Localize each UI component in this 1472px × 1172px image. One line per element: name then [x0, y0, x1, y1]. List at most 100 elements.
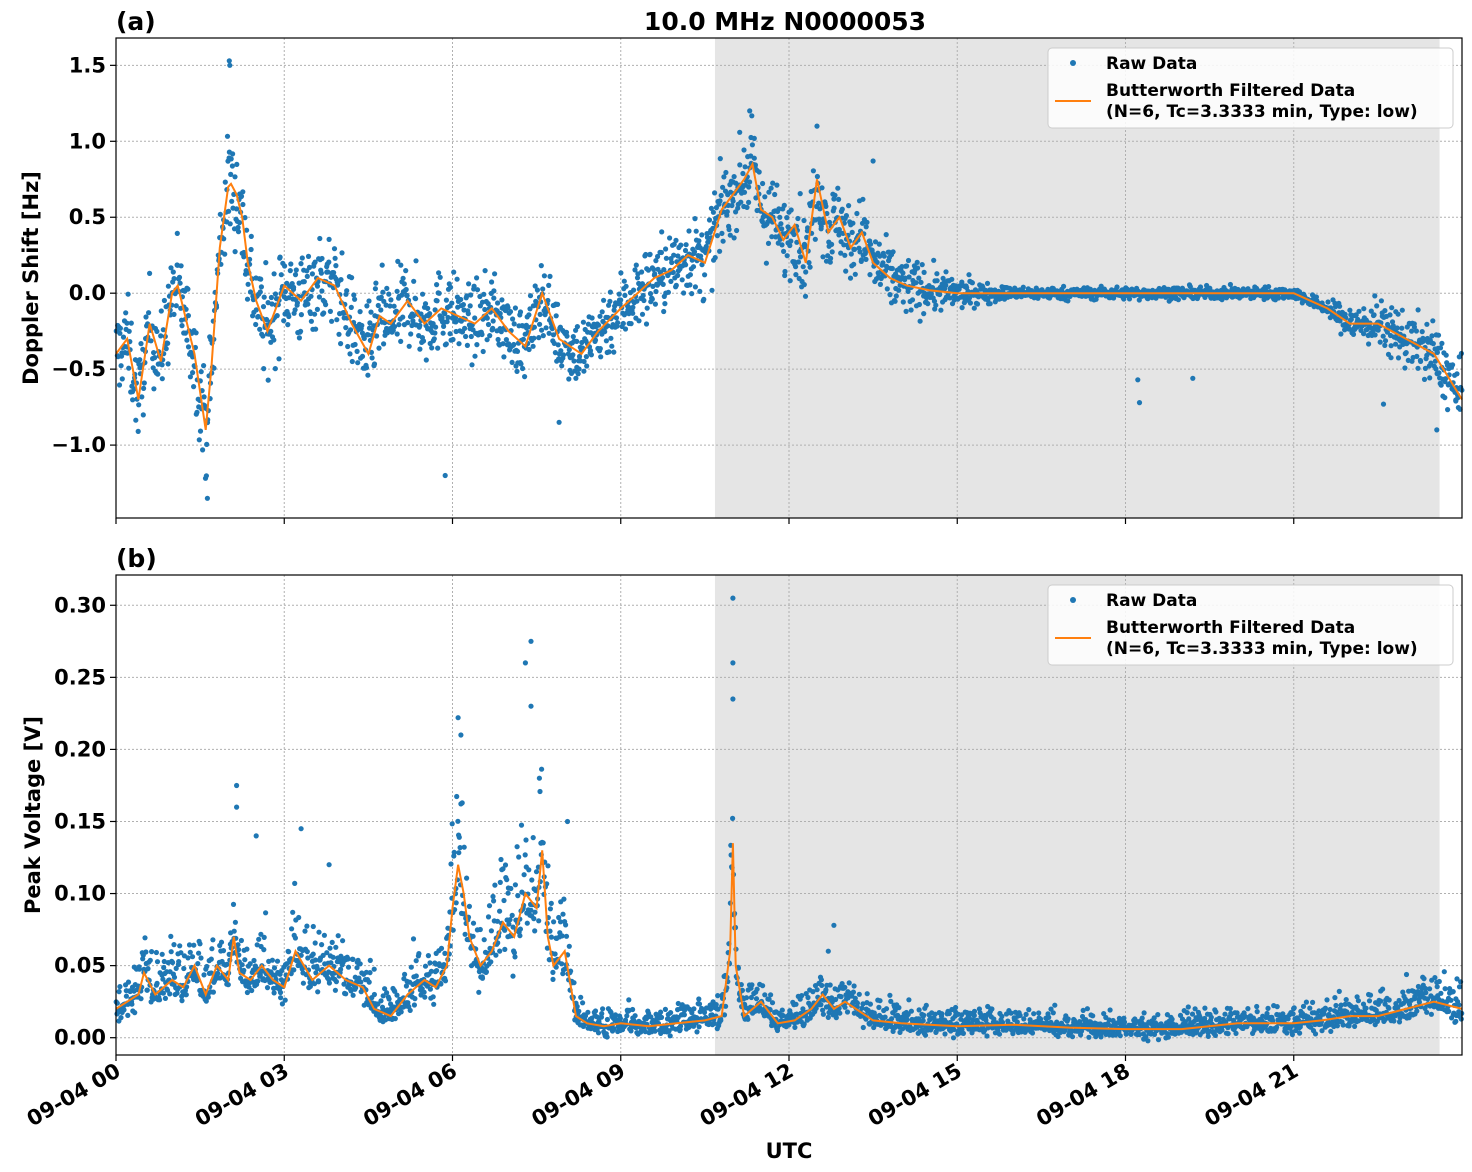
raw-data-point — [271, 990, 277, 996]
raw-data-point — [703, 243, 709, 250]
raw-data-point — [630, 304, 636, 310]
raw-data-point — [621, 278, 627, 284]
raw-data-point — [344, 288, 350, 294]
raw-data-point — [580, 1000, 586, 1006]
raw-data-point — [511, 321, 517, 327]
raw-data-point — [434, 298, 440, 304]
raw-data-point — [292, 307, 298, 313]
raw-data-point — [413, 973, 419, 979]
raw-data-point — [517, 926, 524, 932]
raw-data-point — [333, 263, 339, 269]
raw-data-point — [825, 1014, 831, 1021]
raw-data-point — [321, 310, 327, 316]
raw-data-point — [566, 943, 572, 949]
raw-data-point — [197, 941, 203, 947]
raw-data-point — [126, 365, 132, 371]
raw-data-point — [1117, 1033, 1123, 1039]
raw-data-point — [437, 274, 443, 280]
raw-data-point — [495, 336, 501, 343]
raw-data-point — [287, 268, 293, 274]
raw-data-point — [777, 214, 783, 220]
raw-data-point — [546, 330, 552, 336]
raw-data-point — [848, 251, 854, 257]
raw-data-point — [1265, 1005, 1271, 1012]
raw-data-point — [345, 343, 351, 350]
raw-data-point — [368, 309, 374, 315]
raw-data-point — [661, 267, 667, 273]
raw-data-point — [477, 293, 483, 300]
raw-data-point — [242, 215, 248, 221]
raw-data-point — [479, 975, 486, 981]
raw-data-point — [908, 307, 914, 313]
raw-data-point — [862, 250, 868, 257]
raw-data-point — [384, 990, 390, 996]
raw-data-point — [1371, 312, 1377, 318]
raw-data-point — [532, 928, 538, 934]
raw-data-point — [723, 169, 729, 176]
raw-data-point — [919, 262, 925, 268]
raw-data-point — [407, 1007, 413, 1014]
raw-data-point — [559, 363, 565, 369]
raw-data-point — [793, 264, 799, 270]
raw-data-point — [254, 942, 260, 948]
raw-data-point — [612, 1012, 619, 1018]
raw-data-point — [947, 295, 953, 301]
raw-data-point — [353, 985, 359, 991]
raw-data-point — [198, 955, 204, 961]
raw-data-point — [255, 313, 261, 320]
raw-data-point — [669, 259, 675, 266]
raw-data-point — [1185, 1004, 1191, 1010]
raw-data-point — [1069, 1034, 1076, 1040]
panel-a-legend-filtered-params: (N=6, Tc=3.3333 min, Type: low) — [1106, 102, 1418, 122]
raw-data-point — [331, 270, 337, 276]
raw-data-point — [693, 228, 699, 234]
raw-data-point — [916, 275, 922, 281]
raw-data-point — [203, 473, 209, 479]
raw-data-point — [857, 249, 863, 255]
raw-data-point — [690, 264, 697, 270]
raw-data-point — [583, 354, 590, 360]
raw-data-point — [123, 310, 129, 316]
raw-data-point — [441, 323, 447, 329]
raw-data-point — [1415, 365, 1421, 371]
raw-data-point — [490, 325, 496, 331]
raw-data-point — [984, 280, 991, 286]
raw-data-point — [702, 272, 708, 278]
raw-data-point — [741, 189, 748, 195]
raw-data-point — [265, 377, 271, 383]
raw-data-point — [298, 312, 304, 318]
raw-data-point — [289, 926, 295, 932]
raw-data-point — [492, 271, 498, 277]
raw-data-point — [125, 1012, 131, 1019]
raw-data-point — [950, 1035, 957, 1041]
raw-data-point — [675, 272, 681, 279]
raw-data-point — [371, 991, 377, 998]
raw-data-point — [126, 328, 132, 334]
raw-data-point — [863, 224, 869, 230]
raw-data-point — [467, 303, 473, 309]
raw-data-point — [548, 934, 555, 940]
raw-data-point — [314, 306, 320, 312]
raw-data-point — [204, 441, 210, 447]
raw-data-point — [285, 322, 291, 328]
raw-data-point — [797, 254, 804, 260]
raw-data-point — [293, 267, 299, 273]
raw-data-point — [528, 907, 534, 913]
raw-data-point — [683, 242, 689, 248]
raw-data-point — [974, 301, 981, 307]
raw-data-point — [257, 289, 263, 295]
raw-data-point — [165, 283, 171, 289]
raw-data-point — [468, 292, 474, 298]
raw-data-point — [585, 321, 592, 327]
raw-data-point — [743, 995, 750, 1001]
raw-data-point — [765, 240, 772, 246]
raw-data-point — [908, 1008, 915, 1014]
raw-data-point — [1435, 332, 1442, 338]
raw-data-point — [430, 994, 436, 1000]
raw-data-point — [117, 984, 123, 990]
raw-data-point — [301, 279, 307, 285]
raw-data-point — [329, 939, 335, 946]
raw-data-point — [555, 301, 561, 307]
raw-data-point — [312, 957, 318, 963]
raw-data-point — [487, 333, 493, 339]
